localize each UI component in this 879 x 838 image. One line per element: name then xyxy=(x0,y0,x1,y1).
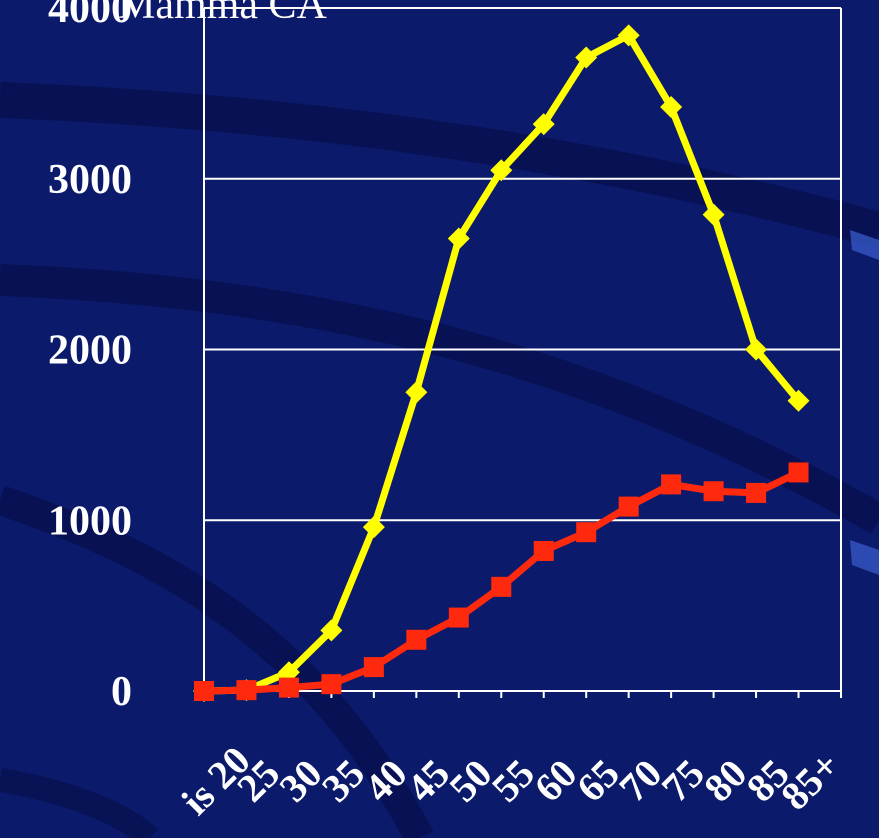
y-axis-tick-labels: 0 1000 2000 3000 4000 xyxy=(48,0,132,715)
data-point xyxy=(448,607,469,628)
y-tick-label: 3000 xyxy=(48,157,132,203)
y-tick-label: 1000 xyxy=(48,498,132,544)
data-point xyxy=(703,481,724,502)
data-point xyxy=(447,227,470,250)
data-point xyxy=(532,113,555,136)
data-point xyxy=(278,677,299,698)
data-point xyxy=(363,657,384,678)
data-point xyxy=(787,389,810,412)
data-point xyxy=(617,24,640,47)
data-point xyxy=(618,496,639,517)
data-point xyxy=(321,674,342,695)
data-point xyxy=(575,46,598,69)
data-point xyxy=(788,462,809,483)
data-point xyxy=(362,516,385,539)
axes xyxy=(203,7,842,698)
series-2 xyxy=(194,462,809,701)
data-point xyxy=(661,474,682,495)
grid-lines xyxy=(204,7,841,522)
data-point xyxy=(491,576,512,597)
data-point xyxy=(406,629,427,650)
y-tick-label: 2000 xyxy=(48,328,132,374)
x-tick-label: 85+ xyxy=(772,742,848,818)
y-tick-label: 4000 xyxy=(48,0,132,32)
legend-label: Mamma CA xyxy=(118,0,327,28)
data-point xyxy=(236,680,257,701)
data-point xyxy=(194,681,214,701)
series-layer xyxy=(193,24,810,702)
y-tick-label: 0 xyxy=(111,669,132,715)
data-point xyxy=(533,540,554,561)
data-point xyxy=(490,159,513,182)
data-point xyxy=(320,619,343,642)
series-1 xyxy=(193,24,810,702)
data-point xyxy=(702,203,725,226)
data-point xyxy=(660,96,683,119)
data-point xyxy=(405,381,428,404)
data-point xyxy=(745,338,768,361)
data-point xyxy=(576,522,597,543)
data-point xyxy=(746,482,767,503)
